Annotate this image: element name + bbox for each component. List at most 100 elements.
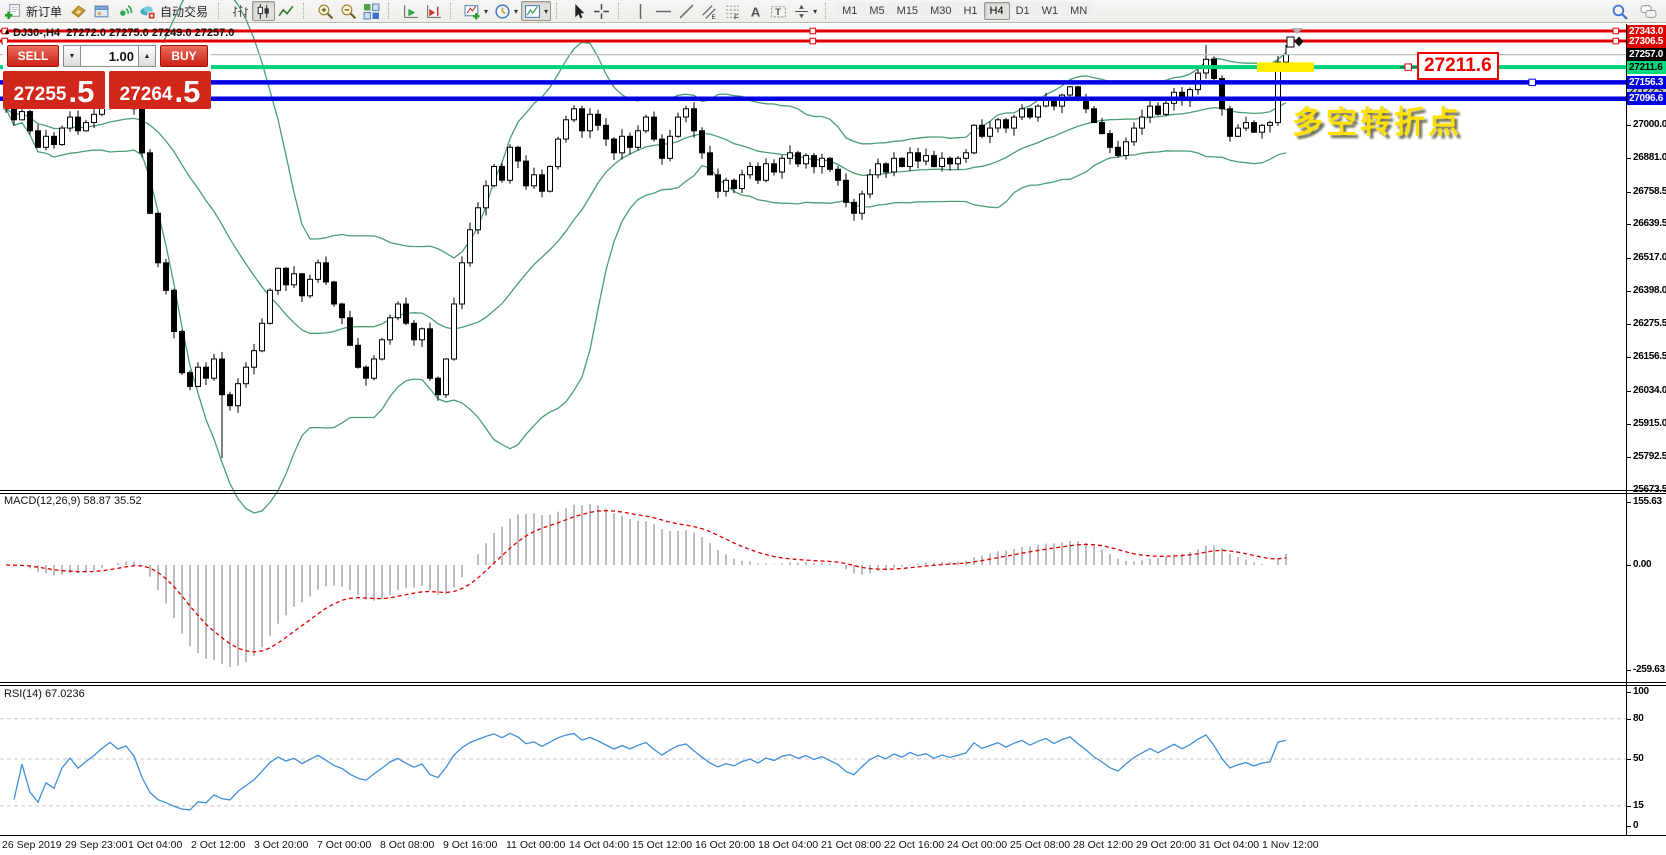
macd-tick-mark <box>1627 670 1631 671</box>
periods-button[interactable]: ▾ <box>491 1 521 21</box>
time-label: 1 Nov 12:00 <box>1262 839 1319 851</box>
dropdown-arrow-icon[interactable]: ▾ <box>514 6 519 16</box>
macd-tick-mark <box>1627 565 1631 566</box>
cursor-button[interactable] <box>567 1 590 21</box>
chart-shift-icon <box>427 4 441 18</box>
time-label: 21 Oct 08:00 <box>821 839 882 851</box>
new-order-button[interactable]: 新订单 <box>2 1 67 21</box>
signals-button[interactable] <box>113 1 136 21</box>
toolbar: 新订单 自动交易 ▾ ▾ ▾ E F A T ▾ M1 M5 M15 M30 H1 H4 D1 W1 MN <box>0 0 1666 23</box>
zoom-out-button[interactable] <box>337 1 360 21</box>
y-tick-mark <box>1627 258 1631 259</box>
price-tag: 27211.6 <box>1627 61 1666 74</box>
y-tick-mark <box>1627 490 1631 491</box>
chat-button[interactable] <box>1637 1 1660 21</box>
chart-title: DJ30-,H4 27272.0 27275.0 27249.0 27257.0 <box>13 27 235 39</box>
y-tick-mark <box>1627 357 1631 358</box>
scroll-position-icon <box>1291 28 1303 34</box>
text-button[interactable]: A <box>744 1 767 21</box>
y-tick-label: 26034.0 <box>1633 385 1666 396</box>
time-label: 9 Oct 16:00 <box>443 839 498 851</box>
autotrading-button[interactable]: 自动交易 <box>136 1 213 21</box>
time-label: 18 Oct 04:00 <box>758 839 819 851</box>
equidistant-channel-button[interactable]: E <box>698 1 721 21</box>
volume-down-button[interactable]: ▼ <box>63 45 81 67</box>
volume-input[interactable] <box>81 45 138 67</box>
time-label: 22 Oct 16:00 <box>884 839 945 851</box>
trendline-button[interactable] <box>675 1 698 21</box>
time-label: 31 Oct 04:00 <box>1199 839 1260 851</box>
y-tick-label: 26275.5 <box>1633 318 1666 329</box>
dropdown-arrow-icon[interactable]: ▾ <box>544 6 549 16</box>
y-tick-label: 26517.0 <box>1633 252 1666 263</box>
vline-icon <box>639 3 642 19</box>
vertical-line-button[interactable] <box>629 1 652 21</box>
search-icon <box>1612 4 1628 20</box>
y-tick-label: 26156.5 <box>1633 351 1666 362</box>
time-label: 16 Oct 20:00 <box>695 839 756 851</box>
time-label: 29 Sep 23:00 <box>65 839 128 851</box>
y-tick-mark <box>1627 424 1631 425</box>
svg-text:F: F <box>734 14 738 20</box>
timeframe-m5-button[interactable]: M5 <box>863 2 891 20</box>
line-chart-button[interactable] <box>275 1 298 21</box>
trendline-icon <box>679 4 694 18</box>
line-chart-icon <box>278 5 294 16</box>
y-tick-label: 26398.0 <box>1633 285 1666 296</box>
new-chart-button[interactable]: ▾ <box>461 1 491 21</box>
buy-price[interactable]: 27264.5 <box>109 71 211 109</box>
y-tick-mark <box>1627 125 1631 126</box>
y-tick-label: 25673.5 <box>1633 484 1666 495</box>
y-tick-mark <box>1627 457 1631 458</box>
cursor-icon <box>575 3 585 18</box>
new-order-button-label: 新订单 <box>26 4 63 19</box>
timeframe-h1-button[interactable]: H1 <box>957 2 984 20</box>
auto-scroll-button[interactable] <box>399 1 422 21</box>
arrows-button[interactable]: ▾ <box>790 1 820 21</box>
time-label: 24 Oct 00:00 <box>947 839 1008 851</box>
macd-tick-label: -259.63 <box>1633 664 1665 675</box>
candlestick-icon <box>257 3 269 19</box>
timeframe-mn-button[interactable]: MN <box>1064 2 1094 20</box>
timeframe-m15-button[interactable]: M15 <box>890 2 925 20</box>
collapse-arrow-icon[interactable]: ▲ <box>3 27 11 36</box>
fibo-icon: F <box>726 5 739 20</box>
horizontal-line-button[interactable] <box>652 1 675 21</box>
time-label: 26 Sep 2019 <box>2 839 62 851</box>
timeframe-d1-button[interactable]: D1 <box>1009 2 1036 20</box>
templates-button[interactable]: ▾ <box>521 1 552 21</box>
text-icon: A <box>751 4 761 19</box>
candlestick-button[interactable] <box>252 1 276 21</box>
zoom-in-button[interactable] <box>314 1 337 21</box>
market-watch-button[interactable] <box>67 1 90 21</box>
rsi-tick-mark <box>1627 692 1631 693</box>
hline-icon <box>656 10 672 12</box>
timeframe-m1-button[interactable]: M1 <box>836 2 864 20</box>
rsi-tick-label: 100 <box>1633 686 1649 697</box>
new-order-icon <box>5 3 20 19</box>
volume-up-button[interactable]: ▲ <box>138 45 156 67</box>
y-tick-mark <box>1627 192 1631 193</box>
toolbar-separator <box>450 3 457 19</box>
dropdown-arrow-icon[interactable]: ▾ <box>484 6 489 16</box>
buy-button[interactable]: BUY <box>160 45 208 67</box>
search-button[interactable] <box>1608 1 1631 21</box>
fibonacci-button[interactable]: F <box>721 1 744 21</box>
time-label: 25 Oct 08:00 <box>1010 839 1071 851</box>
chart-shift-button[interactable] <box>422 1 445 21</box>
shapes-icon <box>795 4 808 18</box>
y-tick-label: 27000.0 <box>1633 119 1666 130</box>
chat-icon <box>1640 4 1657 18</box>
tile-windows-button[interactable] <box>360 1 383 21</box>
toolbar-separator <box>303 3 310 19</box>
sell-price[interactable]: 27255.5 <box>3 71 105 109</box>
crosshair-button[interactable] <box>590 1 613 21</box>
timeframe-h4-button[interactable]: H4 <box>983 2 1010 20</box>
timeframe-w1-button[interactable]: W1 <box>1035 2 1065 20</box>
dropdown-arrow-icon[interactable]: ▾ <box>813 6 818 16</box>
sell-button[interactable]: SELL <box>7 45 59 67</box>
rsi-tick-label: 80 <box>1633 713 1644 724</box>
timeframe-m30-button[interactable]: M30 <box>924 2 958 20</box>
navigator-button[interactable] <box>90 1 113 21</box>
text-label-button[interactable]: T <box>767 1 790 21</box>
